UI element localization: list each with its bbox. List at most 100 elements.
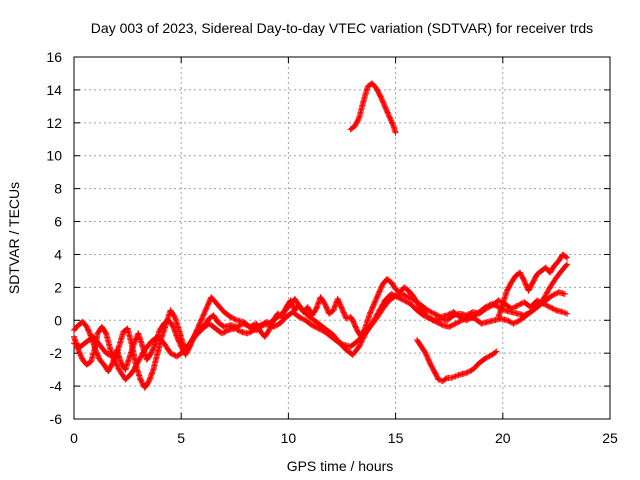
data-point bbox=[429, 310, 436, 317]
data-point bbox=[343, 315, 350, 322]
x-tick-labels: 0 5 10 15 20 25 bbox=[70, 430, 618, 446]
data-point bbox=[517, 301, 524, 308]
data-point bbox=[314, 324, 321, 331]
data-point bbox=[467, 315, 474, 322]
data-point bbox=[562, 310, 569, 317]
data-point bbox=[230, 315, 237, 322]
data-point bbox=[450, 321, 457, 328]
data-point bbox=[312, 324, 319, 331]
data-point bbox=[514, 318, 521, 325]
data-point bbox=[258, 321, 265, 328]
y-tick-label: 0 bbox=[54, 312, 62, 328]
data-point bbox=[298, 315, 305, 322]
data-point bbox=[463, 317, 470, 324]
plot-frame bbox=[73, 56, 611, 420]
x-tick-label: 0 bbox=[70, 430, 78, 446]
data-point bbox=[110, 356, 117, 363]
data-point bbox=[435, 320, 442, 327]
data-point bbox=[424, 314, 431, 321]
data-point bbox=[260, 320, 267, 327]
data-point bbox=[421, 312, 428, 319]
data-point bbox=[136, 355, 143, 362]
data-point bbox=[564, 261, 571, 268]
data-point bbox=[433, 318, 440, 325]
data-point bbox=[523, 311, 530, 318]
data-point bbox=[425, 314, 432, 321]
data-point bbox=[130, 367, 137, 374]
data-point bbox=[236, 328, 243, 335]
data-point bbox=[227, 313, 234, 320]
data-point bbox=[132, 363, 139, 370]
data-point bbox=[460, 315, 467, 322]
y-tick-label: 14 bbox=[46, 82, 62, 98]
data-point bbox=[135, 358, 142, 365]
data-point bbox=[109, 353, 116, 360]
data-point bbox=[459, 315, 466, 322]
data-point bbox=[445, 311, 452, 318]
data-point bbox=[297, 314, 304, 321]
data-point bbox=[549, 305, 556, 312]
y-tick-labels: -6 -4 -2 0 2 4 6 8 10 12 14 16 bbox=[46, 49, 62, 427]
data-point bbox=[228, 314, 235, 321]
data-point bbox=[434, 319, 441, 326]
data-point bbox=[541, 293, 548, 300]
data-point bbox=[492, 349, 499, 356]
x-tick-label: 15 bbox=[388, 430, 404, 446]
data-point bbox=[511, 319, 518, 326]
data-point bbox=[167, 350, 174, 357]
data-point bbox=[561, 290, 568, 297]
data-point bbox=[231, 325, 238, 332]
data-point bbox=[448, 322, 455, 329]
data-point bbox=[131, 364, 138, 371]
data-point bbox=[317, 326, 324, 333]
data-point bbox=[465, 368, 472, 375]
data-point bbox=[128, 369, 135, 376]
data-point bbox=[221, 329, 228, 336]
data-point bbox=[505, 317, 512, 324]
data-point bbox=[299, 315, 306, 322]
data-point bbox=[483, 354, 490, 361]
data-point bbox=[485, 353, 492, 360]
data-point bbox=[170, 351, 177, 358]
data-series bbox=[71, 80, 571, 391]
data-point bbox=[405, 294, 412, 301]
data-point bbox=[534, 297, 541, 304]
data-point bbox=[235, 327, 242, 334]
data-point bbox=[432, 318, 439, 325]
data-point bbox=[404, 293, 411, 300]
data-point bbox=[402, 298, 409, 305]
data-point bbox=[337, 339, 344, 346]
y-tick-label: 4 bbox=[54, 246, 62, 262]
data-point bbox=[564, 310, 571, 317]
data-point bbox=[311, 323, 318, 330]
data-point bbox=[491, 302, 498, 309]
data-point bbox=[452, 320, 459, 327]
data-point bbox=[71, 340, 77, 347]
data-point bbox=[465, 315, 472, 322]
data-point bbox=[319, 327, 326, 334]
data-point bbox=[446, 311, 453, 318]
data-point bbox=[452, 373, 459, 380]
data-point bbox=[136, 357, 143, 364]
data-point bbox=[403, 298, 410, 305]
data-point bbox=[310, 322, 317, 329]
data-point bbox=[234, 326, 241, 333]
data-point bbox=[490, 301, 497, 308]
data-point bbox=[482, 355, 489, 362]
data-point bbox=[550, 306, 557, 313]
x-tick-label: 5 bbox=[177, 430, 185, 446]
data-point bbox=[355, 116, 362, 123]
y-tick-label: -6 bbox=[50, 411, 63, 427]
data-point bbox=[115, 365, 122, 372]
data-point bbox=[486, 353, 493, 360]
data-point bbox=[430, 317, 437, 324]
data-point bbox=[428, 316, 435, 323]
data-point bbox=[105, 351, 112, 358]
data-point bbox=[545, 286, 552, 293]
data-point bbox=[270, 323, 277, 330]
data-point bbox=[271, 323, 278, 330]
data-point bbox=[559, 309, 566, 316]
data-point bbox=[489, 300, 496, 307]
data-point bbox=[245, 329, 252, 336]
y-tick-label: 16 bbox=[46, 49, 62, 65]
